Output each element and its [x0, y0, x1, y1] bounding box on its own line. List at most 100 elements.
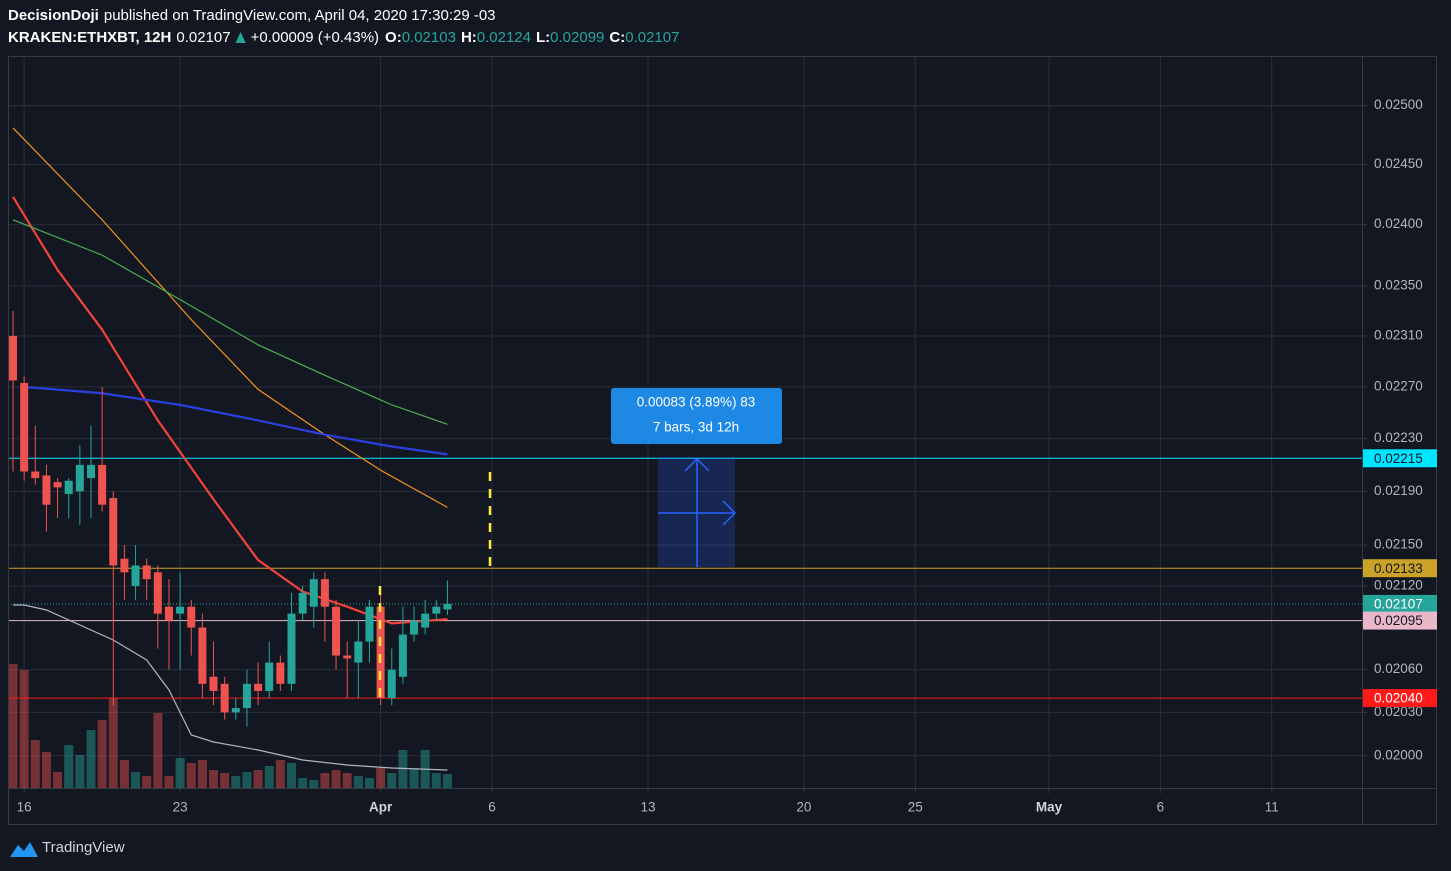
y-tick-label: 0.02310: [1374, 328, 1423, 343]
candle-body: [343, 655, 352, 659]
measure-arrow: [684, 457, 710, 472]
volume-bar: [19, 670, 29, 788]
change: +0.00009 (+0.43%): [251, 29, 379, 46]
candle-body: [320, 579, 329, 607]
candle-body: [31, 471, 40, 479]
ohlc-label: L:: [536, 29, 550, 46]
volume-bar: [153, 713, 163, 788]
candle-body: [376, 606, 385, 699]
volume-bar: [242, 772, 252, 788]
y-tick-label: 0.02450: [1374, 156, 1423, 171]
candle-body: [309, 579, 318, 607]
x-tick-label: Apr: [369, 800, 393, 815]
ohlc-label: O:: [385, 29, 402, 46]
candles: [9, 310, 452, 727]
level-label: 0.02107: [1374, 597, 1423, 612]
level-tag: [1363, 594, 1437, 613]
y-tick-label: 0.02350: [1374, 278, 1423, 293]
volume-bar: [108, 698, 118, 788]
y-tick-label: 0.02060: [1374, 661, 1423, 676]
measure-label: [611, 388, 782, 444]
ohlc-value: 0.02107: [625, 29, 679, 46]
candle-body: [432, 606, 441, 614]
published: published on TradingView.com, April 04, …: [104, 7, 496, 24]
candle-body: [265, 662, 274, 691]
x-tick-label: 6: [488, 800, 496, 815]
volume-bar: [186, 763, 196, 788]
last-price: 0.02107: [176, 29, 230, 46]
y-tick-label: 0.02120: [1374, 578, 1423, 593]
candle-body: [64, 480, 73, 495]
level-tag: [1363, 611, 1437, 630]
volume-bar: [64, 745, 74, 788]
candle-body: [142, 565, 151, 580]
volume-bar: [286, 763, 296, 788]
volume-bar: [376, 768, 386, 788]
volume-bar: [298, 778, 308, 788]
volume-bar: [119, 760, 129, 788]
y-tick-label: 0.02270: [1374, 378, 1423, 393]
x-tick-label: 20: [796, 800, 811, 815]
ohlc-label: H:: [461, 29, 477, 46]
level-label: 0.02133: [1374, 561, 1423, 576]
candle-body: [332, 606, 341, 656]
x-tick-label: 16: [17, 800, 32, 815]
brand: TradingView: [42, 839, 125, 856]
candle-body: [242, 683, 251, 709]
volume-bar: [97, 720, 107, 788]
candle-body: [120, 558, 129, 573]
symbol: KRAKEN:ETHXBT, 12H: [8, 29, 171, 46]
y-tick-label: 0.02190: [1374, 483, 1423, 498]
volume-bar: [220, 773, 230, 788]
volume-bar: [30, 740, 40, 788]
x-tick-label: 6: [1157, 800, 1165, 815]
volume-bar: [331, 770, 341, 788]
volume-bar: [364, 778, 374, 788]
level-tag: [1363, 559, 1437, 578]
candle-body: [109, 498, 118, 566]
candle-body: [387, 669, 396, 699]
volume-bar: [164, 776, 174, 788]
levels: [8, 457, 1362, 699]
volume-bar: [253, 770, 263, 788]
ohlc-value: 0.02099: [550, 29, 604, 46]
volume-bar: [197, 760, 207, 788]
symbol-line: KRAKEN:ETHXBT, 12H 0.02107 +0.00009 (+0.43…: [8, 29, 679, 46]
candle-body: [220, 683, 229, 713]
x-tick-label: 23: [173, 800, 188, 815]
volume-bar: [353, 776, 363, 788]
volume-bar: [275, 760, 285, 788]
volume-bar: [75, 755, 85, 788]
level-tag: [1363, 449, 1437, 468]
candle-body: [354, 641, 363, 663]
frame: [8, 56, 1437, 825]
volume-bar: [209, 770, 219, 788]
volume-bar: [53, 772, 63, 788]
ohlc-value: 0.02124: [477, 29, 531, 46]
candle-body: [209, 676, 218, 691]
x-tick-label: 25: [908, 800, 923, 815]
y-tick-label: 0.02150: [1374, 537, 1423, 552]
moving-average: [12, 127, 448, 508]
y-tick-label: 0.02400: [1374, 216, 1423, 231]
candle-body: [9, 335, 18, 381]
level-tag: [1363, 689, 1437, 708]
candle-body: [231, 708, 240, 713]
volume-bar: [431, 773, 441, 788]
measure-arrow: [722, 500, 737, 526]
candle-body: [365, 606, 374, 642]
candle-body: [410, 620, 419, 635]
logo: TradingView: [10, 839, 125, 857]
axes: 0.02500 0.02450 0.02400 0.02350 0.02310 0.022…: [17, 97, 1437, 815]
frame-border: [8, 56, 1437, 825]
candle-body: [276, 662, 285, 684]
logo-icon: [10, 842, 38, 857]
volume-bar: [41, 752, 51, 788]
volume-bar: [8, 664, 18, 788]
level-label: 0.02215: [1374, 451, 1423, 466]
candle-body: [298, 592, 307, 614]
candle-body: [86, 464, 95, 479]
ohlc-label: C:: [609, 29, 625, 46]
